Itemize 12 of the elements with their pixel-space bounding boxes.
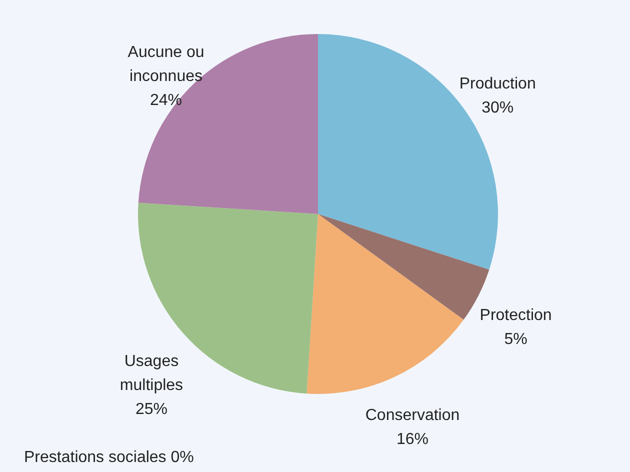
data-label: 5% bbox=[504, 330, 528, 348]
data-label: 25% bbox=[135, 400, 168, 418]
slice-label: Protection bbox=[480, 306, 552, 324]
data-label: 30% bbox=[482, 100, 514, 117]
pie-slice bbox=[306, 214, 464, 394]
data-label: 16% bbox=[396, 430, 429, 448]
slice-label: Production bbox=[459, 76, 536, 93]
text: Prestations sociales 0% bbox=[24, 449, 194, 466]
data-label: 24% bbox=[150, 92, 182, 110]
slice-label: Usages multiples bbox=[120, 352, 184, 394]
slice-label: Conservation bbox=[365, 406, 460, 424]
slice-label: Aucune ou inconnues bbox=[128, 44, 204, 86]
